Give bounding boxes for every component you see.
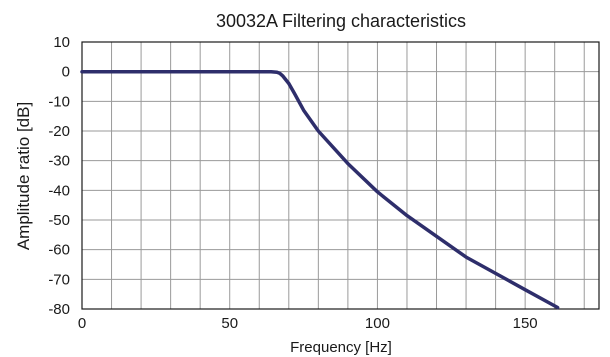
x-tick-label: 0 bbox=[78, 315, 86, 332]
series-line bbox=[80, 69, 560, 310]
x-tick-labels: 0 50 100 150 bbox=[78, 315, 538, 332]
y-tick-label: -30 bbox=[48, 153, 70, 170]
series-layer bbox=[80, 69, 560, 310]
y-tick-labels: 10 0 -10 -20 -30 -40 -50 -60 -70 -80 bbox=[48, 34, 70, 318]
y-tick-label: 10 bbox=[53, 34, 70, 51]
y-axis-label: Amplitude ratio [dB] bbox=[14, 102, 33, 250]
y-tick-label: -60 bbox=[48, 242, 70, 259]
grid bbox=[82, 42, 599, 309]
y-tick-label: -40 bbox=[48, 182, 70, 199]
x-axis-label: Frequency [Hz] bbox=[290, 339, 392, 356]
plot-frame bbox=[81, 41, 600, 310]
y-tick-label: -80 bbox=[48, 301, 70, 318]
y-tick-label: -70 bbox=[48, 271, 70, 288]
x-tick-label: 50 bbox=[221, 315, 238, 332]
y-tick-label: -20 bbox=[48, 123, 70, 140]
y-tick-label: -50 bbox=[48, 212, 70, 229]
x-tick-label: 150 bbox=[513, 315, 538, 332]
chart-title: 30032A Filtering characteristics bbox=[216, 11, 466, 31]
x-tick-label: 100 bbox=[365, 315, 390, 332]
y-tick-label: -10 bbox=[48, 93, 70, 110]
y-tick-label: 0 bbox=[62, 64, 70, 81]
